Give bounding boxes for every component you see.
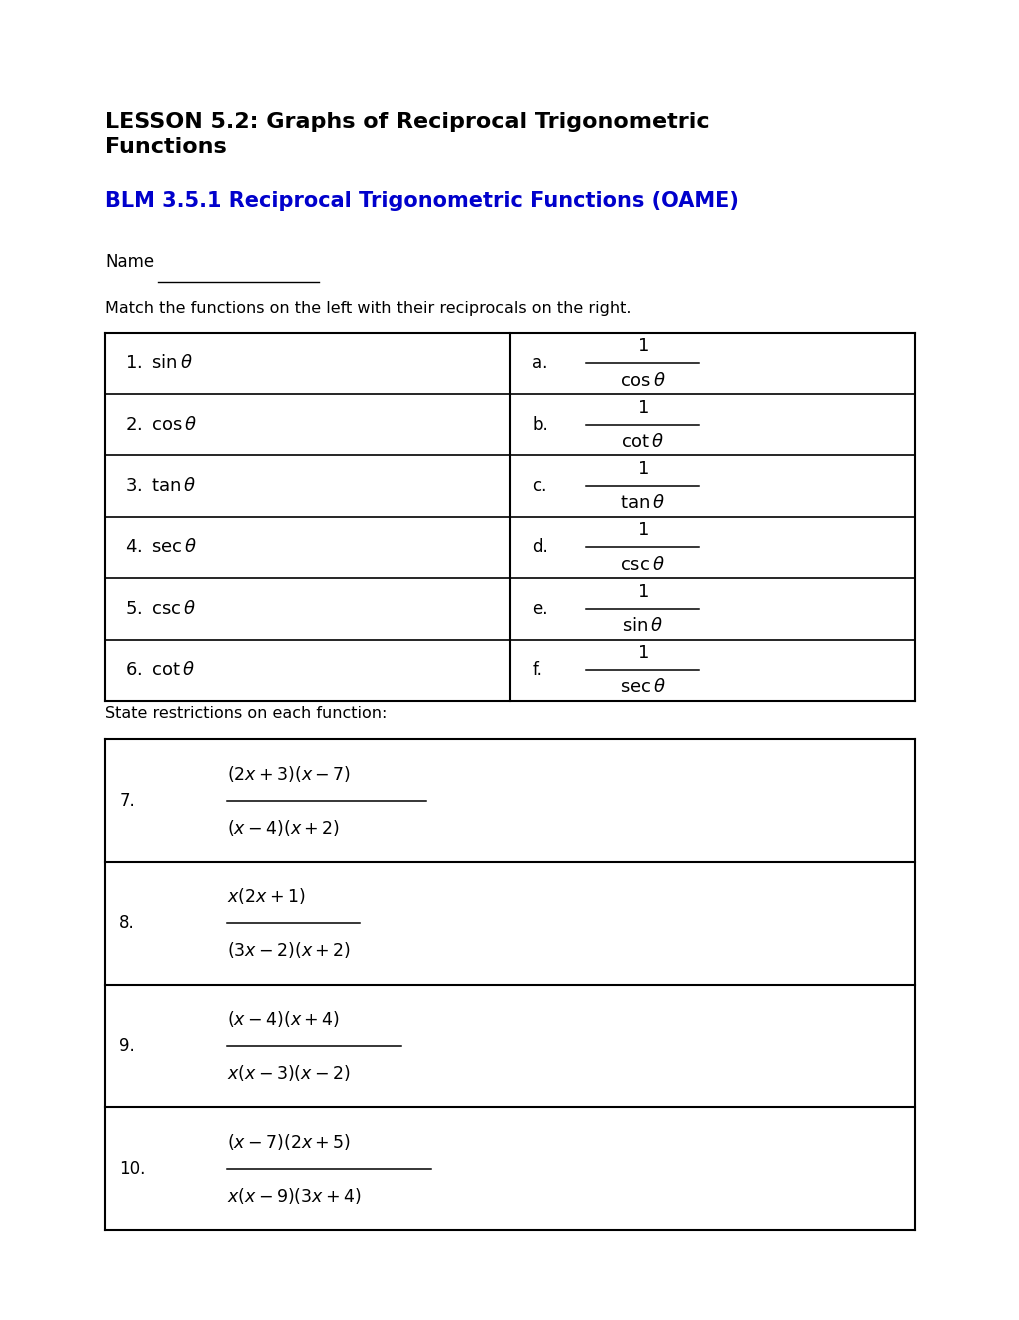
Text: f.: f.	[532, 661, 542, 680]
Text: 7.: 7.	[119, 792, 135, 809]
Text: b.: b.	[532, 416, 547, 434]
Text: a.: a.	[532, 354, 547, 372]
Text: $(x-7)(2x+5)$: $(x-7)(2x+5)$	[227, 1131, 352, 1152]
Text: $3.\ \tan\theta$: $3.\ \tan\theta$	[125, 477, 197, 495]
Text: Match the functions on the left with their reciprocals on the right.: Match the functions on the left with the…	[105, 301, 631, 315]
Text: $\csc\theta$: $\csc\theta$	[620, 556, 664, 574]
Text: State restrictions on each function:: State restrictions on each function:	[105, 706, 387, 721]
Text: $\cos\theta$: $\cos\theta$	[620, 371, 664, 389]
Text: $(3x-2)(x+2)$: $(3x-2)(x+2)$	[227, 940, 352, 961]
Text: LESSON 5.2: Graphs of Reciprocal Trigonometric
Functions: LESSON 5.2: Graphs of Reciprocal Trigono…	[105, 112, 709, 157]
Text: $1.\ \sin\theta$: $1.\ \sin\theta$	[125, 354, 194, 372]
Text: d.: d.	[532, 539, 547, 557]
Text: $1$: $1$	[636, 582, 648, 601]
Text: $4.\ \sec\theta$: $4.\ \sec\theta$	[125, 539, 198, 557]
Text: 8.: 8.	[119, 915, 135, 932]
Text: BLM 3.5.1 Reciprocal Trigonometric Functions (OAME): BLM 3.5.1 Reciprocal Trigonometric Funct…	[105, 191, 738, 211]
Text: $1$: $1$	[636, 399, 648, 417]
Text: $\sin\theta$: $\sin\theta$	[622, 616, 662, 635]
Text: $x(x-9)(3x+4)$: $x(x-9)(3x+4)$	[227, 1185, 362, 1206]
Text: Name: Name	[105, 253, 154, 272]
Text: 9.: 9.	[119, 1038, 135, 1055]
Text: $\sec\theta$: $\sec\theta$	[619, 678, 665, 697]
Text: $x(x-3)(x-2)$: $x(x-3)(x-2)$	[227, 1063, 351, 1084]
Text: $\cot\theta$: $\cot\theta$	[621, 433, 663, 451]
Text: $(x-4)(x+2)$: $(x-4)(x+2)$	[227, 817, 340, 838]
Text: $1$: $1$	[636, 459, 648, 478]
Text: $1$: $1$	[636, 521, 648, 540]
Text: $x(2x+1)$: $x(2x+1)$	[227, 886, 306, 907]
Text: $1$: $1$	[636, 644, 648, 663]
Text: $5.\ \csc\theta$: $5.\ \csc\theta$	[125, 599, 197, 618]
Text: e.: e.	[532, 599, 547, 618]
Text: $(x-4)(x+4)$: $(x-4)(x+4)$	[227, 1008, 340, 1030]
Text: $\tan\theta$: $\tan\theta$	[620, 494, 664, 512]
Text: c.: c.	[532, 477, 546, 495]
Text: 10.: 10.	[119, 1160, 146, 1177]
Text: $2.\ \cos\theta$: $2.\ \cos\theta$	[125, 416, 198, 434]
Text: $1$: $1$	[636, 337, 648, 355]
Text: $(2x+3)(x-7)$: $(2x+3)(x-7)$	[227, 763, 352, 784]
Text: $6.\ \cot\theta$: $6.\ \cot\theta$	[125, 661, 196, 680]
